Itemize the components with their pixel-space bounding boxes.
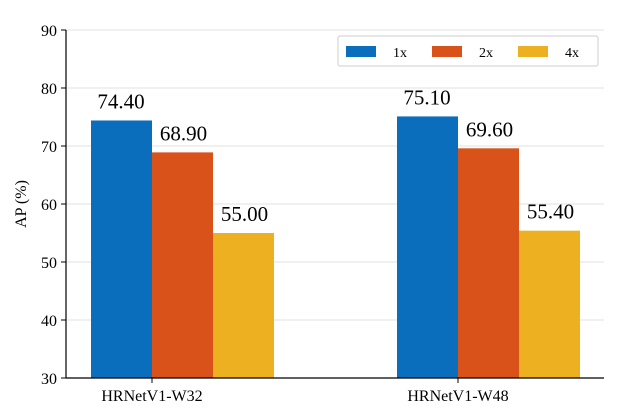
x-tick-label: HRNetV1-W48 (407, 388, 508, 405)
y-tick-label: 50 (41, 255, 57, 272)
data-label: 55.40 (527, 200, 574, 224)
bar-4x (213, 233, 274, 378)
data-label: 55.00 (221, 202, 268, 226)
data-label: 69.60 (466, 117, 513, 141)
legend: 1x 2x 4x (337, 35, 599, 67)
bar-2x (152, 152, 213, 378)
y-tick-label: 30 (41, 371, 57, 388)
y-tick-label: 90 (41, 23, 57, 40)
legend-label: 1x (393, 46, 407, 61)
legend-swatch (432, 46, 462, 57)
y-tick-label: 40 (41, 313, 57, 330)
bar-2x (458, 148, 519, 378)
axes: 30 40 50 60 70 80 90 HRNetV1-W32 HRNetV1-W48 (41, 23, 604, 405)
data-labels: 74.40 68.90 55.00 75.10 69.60 55.40 (97, 85, 574, 226)
y-tick-label: 60 (41, 197, 57, 214)
bar-4x (519, 230, 580, 378)
legend-label: 4x (565, 46, 579, 61)
y-tick-label: 70 (41, 139, 57, 156)
bars (91, 116, 580, 379)
legend-swatch (518, 46, 548, 57)
y-tick-label: 80 (41, 81, 57, 98)
bar-1x (397, 116, 458, 379)
bar-1x (91, 120, 152, 378)
legend-label: 2x (479, 46, 493, 61)
data-label: 68.90 (160, 121, 207, 145)
y-axis-label: AP (%) (13, 180, 30, 228)
x-tick-label: HRNetV1-W32 (101, 388, 202, 405)
data-label: 74.40 (97, 89, 144, 113)
data-label: 75.10 (403, 85, 450, 109)
legend-box (337, 35, 599, 67)
legend-swatch (346, 46, 376, 57)
